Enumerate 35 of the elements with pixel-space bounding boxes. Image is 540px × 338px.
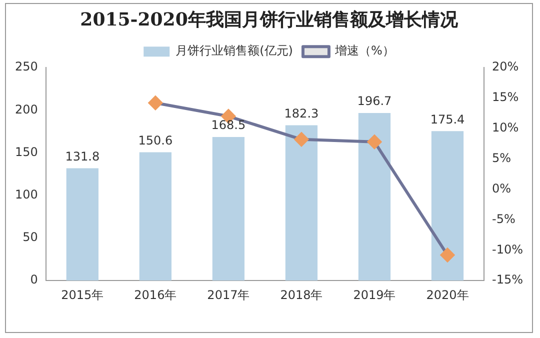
chart-title: 2015-2020年我国月饼行业销售额及增长情况 [80,9,459,30]
data-label: 150.6 [138,133,173,148]
legend-label: 增速（%） [334,44,394,58]
y-tick-label: 100 [15,188,38,202]
y-tick-label: 150 [15,144,38,159]
y2-tick-label: 5% [492,151,512,166]
x-tick-label: 2019年 [353,288,396,302]
data-label: 175.4 [430,112,465,126]
data-label: 182.3 [284,106,319,120]
x-tick-label: 2015年 [61,288,104,302]
x-tick-label: 2016年 [134,288,177,302]
y2-tick-label: 15% [492,90,519,104]
bar [139,152,172,281]
x-tick-label: 2018年 [280,288,323,302]
bar [358,113,391,281]
y2-tick-label: 10% [492,120,519,135]
x-tick-label: 2017年 [207,288,250,302]
x-tick-label: 2020年 [426,288,469,302]
data-label: 131.8 [65,149,100,164]
legend-label: 月饼行业销售额(亿元) [176,44,293,58]
bar [212,137,245,281]
bar [431,131,464,281]
y2-tick-label: -10% [492,242,524,256]
data-label: 168.5 [211,118,246,132]
y-tick-label: 0 [30,272,38,287]
y2-tick-label: 0% [492,181,512,196]
y-tick-label: 250 [15,60,38,74]
y2-tick-label: -5% [492,212,516,226]
y-tick-label: 50 [22,230,38,244]
bar [285,125,318,281]
y-tick-label: 200 [15,102,38,116]
bar [66,168,98,281]
y2-tick-label: -15% [492,272,524,287]
data-label: 196.7 [357,94,392,108]
y2-tick-label: 20% [492,60,519,74]
